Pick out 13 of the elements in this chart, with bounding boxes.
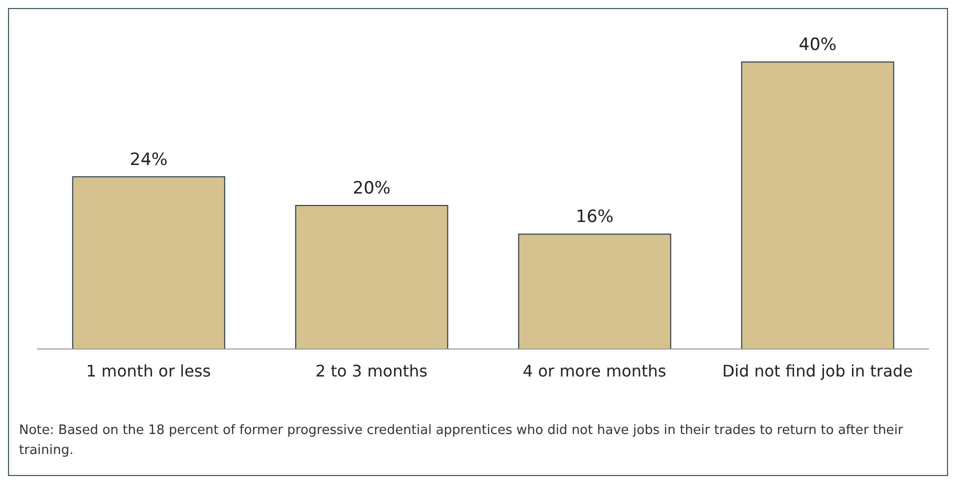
x-tick-label: 4 or more months: [522, 361, 666, 380]
bar: [295, 204, 448, 350]
bar: [518, 234, 672, 350]
data-label: 20%: [352, 178, 391, 198]
bar: [72, 176, 226, 350]
text: Note: Based on the 18 percent of former progressive credential apprentices who did not have jobs in their trades to return to after their training.: [19, 422, 904, 460]
data-label: 24%: [130, 150, 168, 170]
data-label: 40%: [798, 34, 837, 55]
x-tick-label: Did not find job in trade: [722, 361, 913, 380]
x-tick-label: 2 to 3 months: [316, 361, 428, 380]
bar: [741, 61, 894, 350]
data-label: 16%: [576, 207, 614, 228]
x-tick-label: 1 month or less: [86, 361, 211, 380]
